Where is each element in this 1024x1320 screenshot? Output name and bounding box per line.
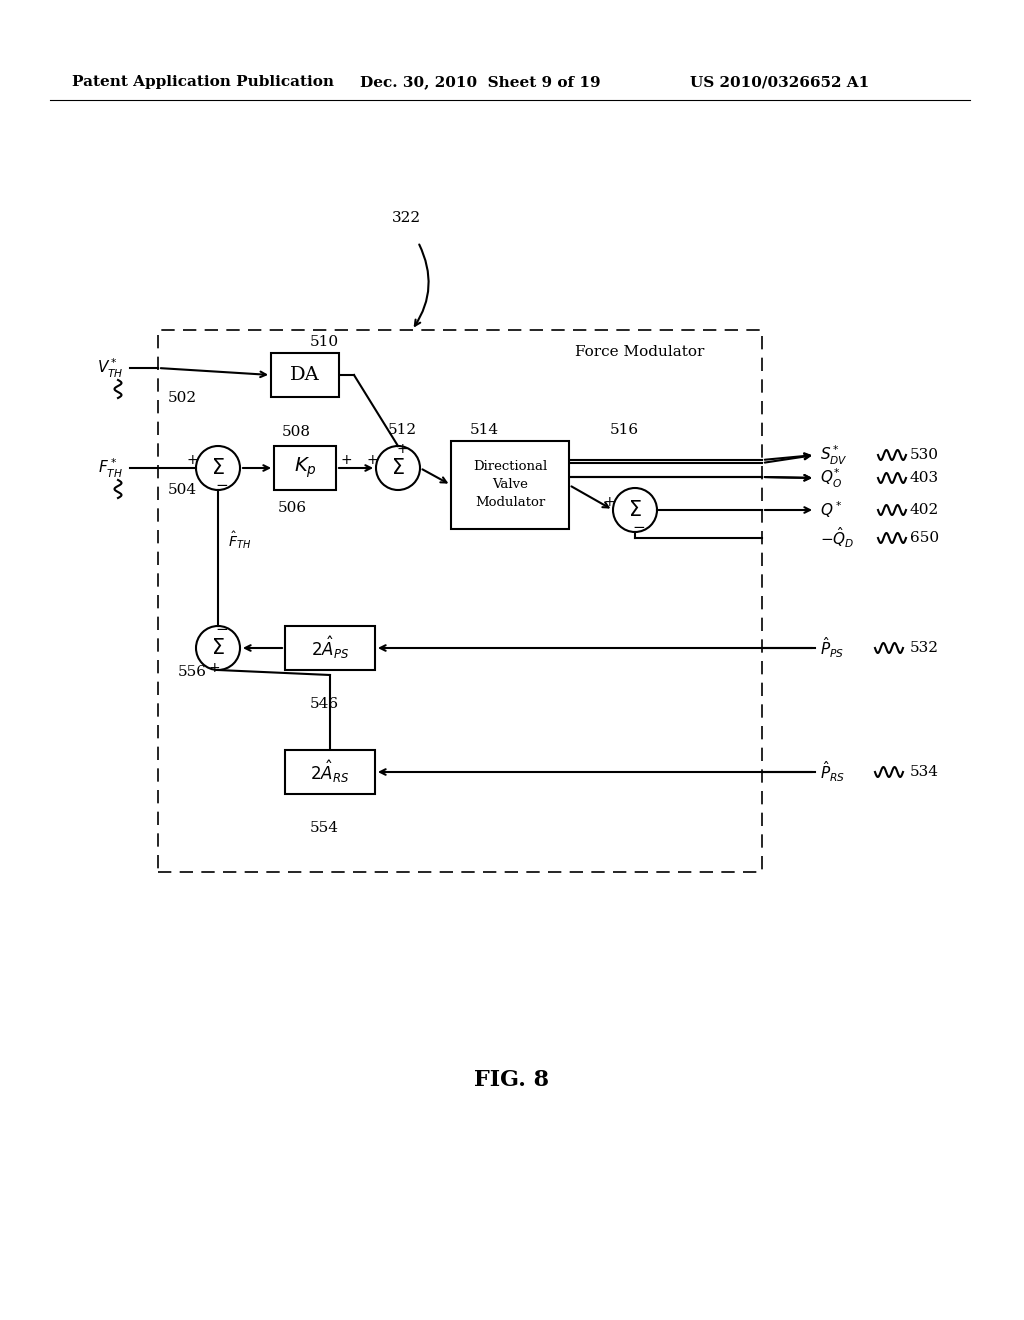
Text: DA: DA <box>290 366 319 384</box>
Text: $\Sigma$: $\Sigma$ <box>628 500 642 520</box>
Text: 508: 508 <box>282 425 311 440</box>
Text: 512: 512 <box>388 422 417 437</box>
FancyBboxPatch shape <box>271 352 339 397</box>
Text: $2\hat{A}_{RS}$: $2\hat{A}_{RS}$ <box>310 759 349 785</box>
Text: $\hat{P}_{PS}$: $\hat{P}_{PS}$ <box>820 636 844 660</box>
Text: Dec. 30, 2010  Sheet 9 of 19: Dec. 30, 2010 Sheet 9 of 19 <box>360 75 601 88</box>
Text: 532: 532 <box>910 642 939 655</box>
FancyBboxPatch shape <box>285 750 375 795</box>
Text: FIG. 8: FIG. 8 <box>474 1069 550 1092</box>
Text: 556: 556 <box>178 665 207 678</box>
Text: 516: 516 <box>610 422 639 437</box>
Text: 322: 322 <box>392 211 421 224</box>
Text: $\Sigma$: $\Sigma$ <box>391 458 404 478</box>
Bar <box>158 330 762 873</box>
Text: $\hat{F}_{TH}$: $\hat{F}_{TH}$ <box>228 529 251 550</box>
Text: 510: 510 <box>310 335 339 348</box>
Text: +: + <box>396 442 408 455</box>
Text: 534: 534 <box>910 766 939 779</box>
Text: $S_{DV}^*$: $S_{DV}^*$ <box>820 444 848 466</box>
Text: 530: 530 <box>910 447 939 462</box>
Text: $2\hat{A}_{PS}$: $2\hat{A}_{PS}$ <box>311 635 349 661</box>
Text: 502: 502 <box>168 391 198 405</box>
Text: 403: 403 <box>910 471 939 484</box>
Text: +: + <box>341 453 352 467</box>
Text: 402: 402 <box>910 503 939 517</box>
Text: +: + <box>367 453 378 467</box>
Text: $V_{TH}^*$: $V_{TH}^*$ <box>96 356 123 380</box>
Text: $Q^{*}_{O}$: $Q^{*}_{O}$ <box>820 466 842 490</box>
Text: $-\hat{Q}_D$: $-\hat{Q}_D$ <box>820 525 855 550</box>
Text: Patent Application Publication: Patent Application Publication <box>72 75 334 88</box>
Text: $\hat{P}_{RS}$: $\hat{P}_{RS}$ <box>820 760 845 784</box>
Text: 506: 506 <box>278 502 307 515</box>
Text: −: − <box>633 520 645 536</box>
Text: US 2010/0326652 A1: US 2010/0326652 A1 <box>690 75 869 88</box>
Text: +: + <box>186 453 198 467</box>
Text: Directional
Valve
Modulator: Directional Valve Modulator <box>473 461 547 510</box>
Text: Force Modulator: Force Modulator <box>575 345 705 359</box>
Text: $F_{TH}^*$: $F_{TH}^*$ <box>97 457 123 479</box>
Text: −: − <box>216 479 228 494</box>
Text: +: + <box>603 495 614 510</box>
Text: +: + <box>208 661 220 675</box>
FancyBboxPatch shape <box>285 626 375 671</box>
Text: 514: 514 <box>470 422 499 437</box>
Text: 554: 554 <box>310 821 339 836</box>
Text: −: − <box>216 623 228 638</box>
Text: $\Sigma$: $\Sigma$ <box>211 638 225 657</box>
Text: 546: 546 <box>310 697 339 711</box>
FancyBboxPatch shape <box>274 446 336 490</box>
FancyBboxPatch shape <box>451 441 569 529</box>
Text: $K_p$: $K_p$ <box>294 455 316 480</box>
Text: 650: 650 <box>910 531 939 545</box>
Text: 504: 504 <box>168 483 198 498</box>
Text: $\Sigma$: $\Sigma$ <box>211 458 225 478</box>
Text: $Q^*$: $Q^*$ <box>820 500 843 520</box>
